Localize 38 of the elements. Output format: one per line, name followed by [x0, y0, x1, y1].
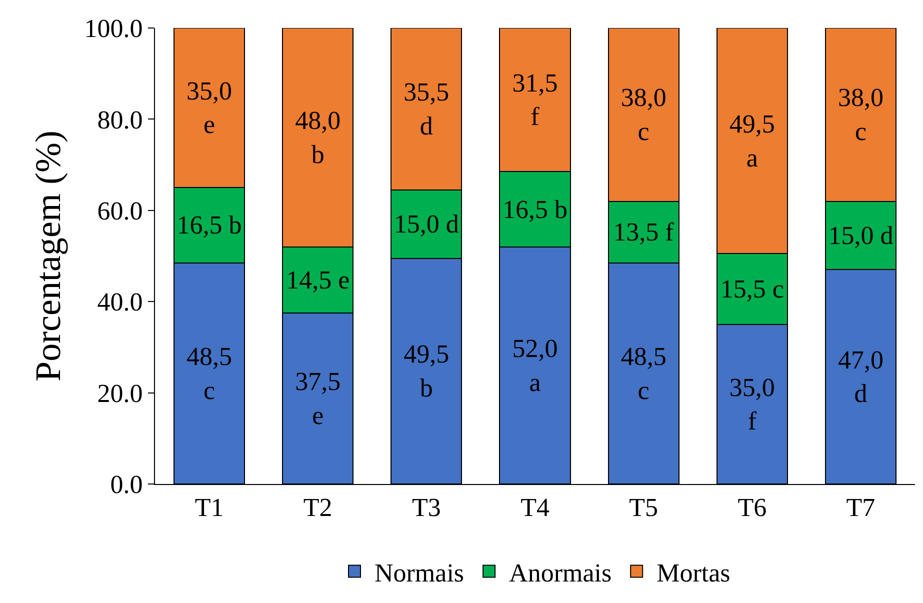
y-tick-label: 0.0 [110, 470, 143, 500]
x-tick-label: T4 [520, 493, 550, 522]
data-label: 47,0 d [838, 345, 884, 408]
y-tick-label: 80.0 [97, 105, 143, 134]
data-label: 49,5 b [404, 340, 450, 403]
y-tick-label: 40.0 [97, 288, 143, 317]
legend-label: Normais [374, 558, 464, 588]
data-label: 15,0 d [828, 220, 894, 250]
data-label: 38,0 c [838, 83, 884, 146]
data-label: 16,5 b [176, 210, 242, 240]
data-label: 13,5 f [613, 218, 674, 247]
data-label: 16,5 b [502, 194, 568, 224]
data-label: 49,5 a [729, 109, 775, 172]
data-label: 48,0 b [295, 106, 341, 169]
data-label: 52,0 a [512, 334, 558, 397]
y-tick-label: 60.0 [97, 196, 143, 226]
data-label: 15,5 c [720, 274, 784, 304]
legend-label: Anormais [509, 558, 612, 588]
legend-label: Mortas [656, 558, 730, 588]
data-label: 37,5 e [295, 367, 341, 430]
y-axis-title: Porcentagem (%) [28, 130, 68, 382]
data-label: 14,5 e [286, 265, 350, 294]
x-tick-label: T6 [738, 493, 767, 522]
data-label: 35,0 e [186, 76, 232, 140]
y-tick-label: 20.0 [97, 378, 143, 408]
data-label: 35,0 f [729, 372, 775, 436]
data-label: 38,0 c [620, 83, 666, 146]
y-tick-label: 100.0 [84, 14, 143, 44]
x-tick-label: T2 [303, 493, 332, 522]
data-label: 35,5 d [404, 78, 450, 140]
x-tick-label: T7 [846, 493, 876, 522]
data-label: 48,5 c [620, 342, 666, 405]
data-label: 31,5 f [512, 68, 558, 132]
data-label: 15,0 d [394, 210, 459, 239]
data-label: 48,5 c [186, 342, 232, 405]
x-tick-label: T1 [194, 493, 224, 522]
x-tick-label: T3 [412, 493, 441, 522]
x-tick-label: T5 [629, 493, 658, 522]
